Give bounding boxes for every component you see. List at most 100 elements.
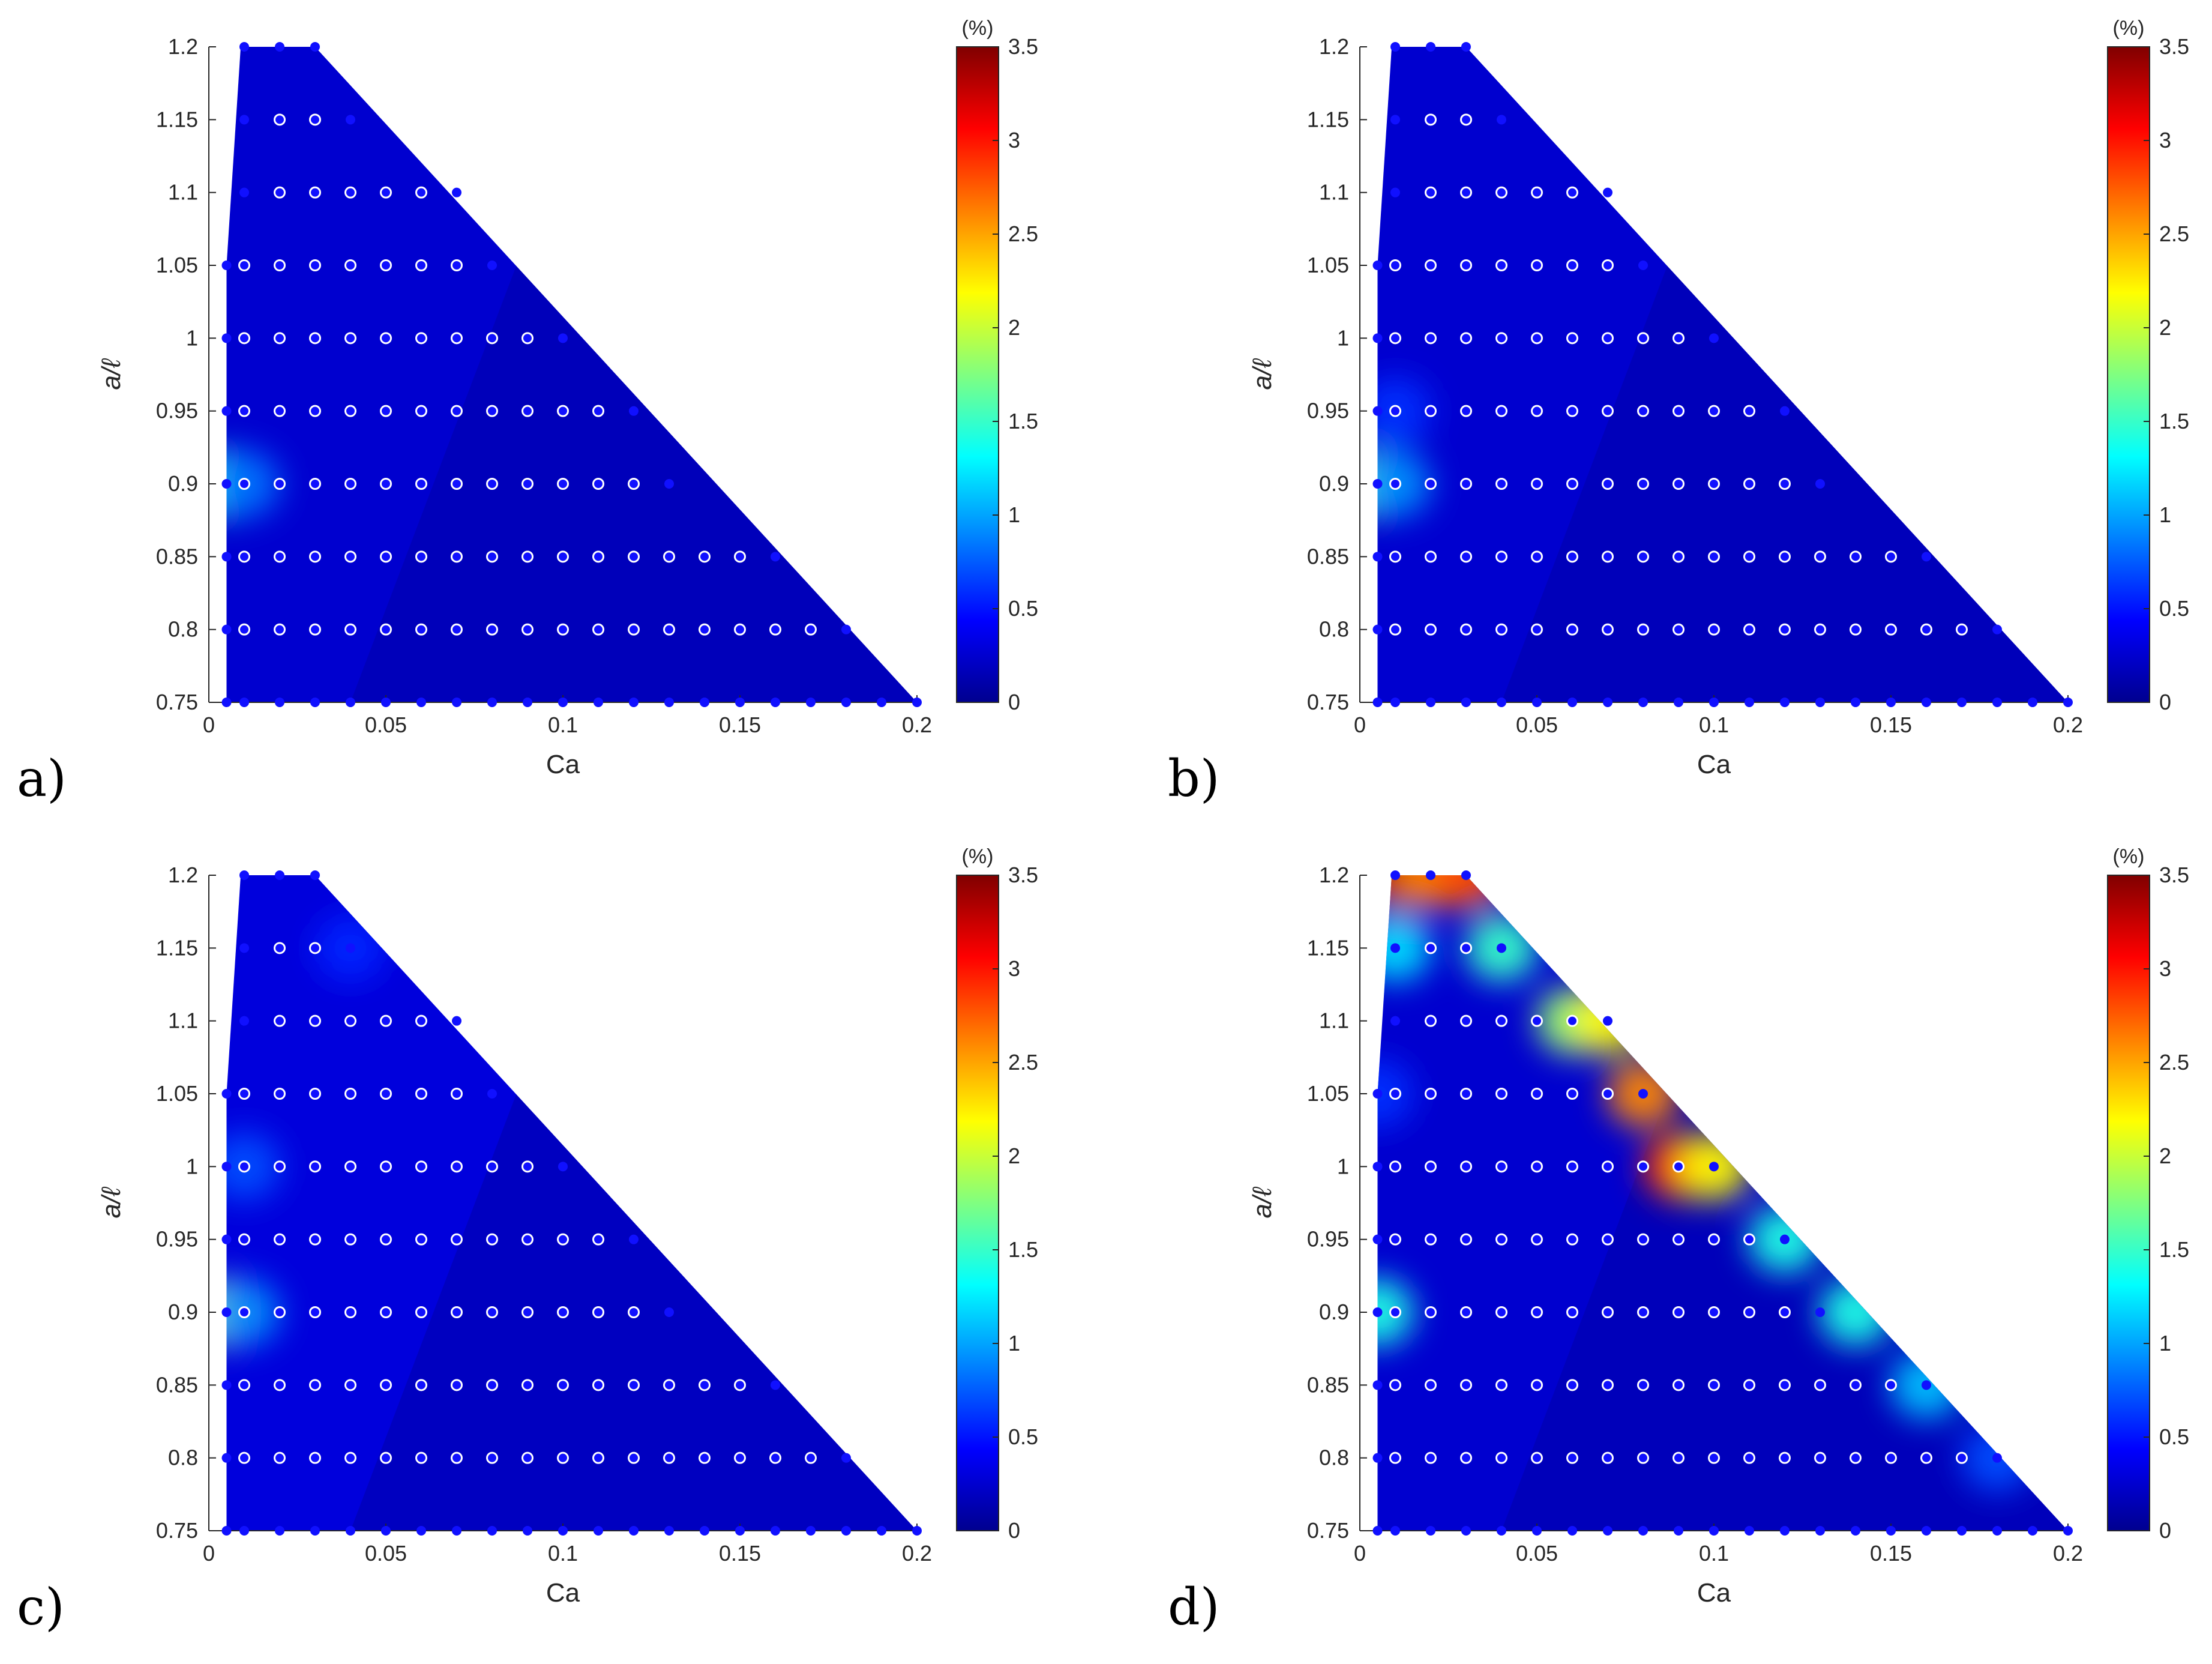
data-point [2028,1526,2037,1536]
colorbar-unit: (%) [2113,845,2145,868]
data-point [1372,552,1383,562]
data-point-hollow [1460,332,1472,345]
data-point [1372,1453,1383,1463]
data-point [1922,698,1931,707]
data-point-hollow [309,1451,321,1464]
data-point [346,115,355,125]
colorbar-tick-label: 0 [2159,1518,2171,1543]
data-point-hollow [309,259,321,271]
data-point-hollow [1673,405,1685,417]
data-point-hollow [309,332,321,345]
data-point [629,1234,639,1244]
x-tick-label: 0.1 [548,713,578,737]
data-point [1922,1526,1931,1536]
data-point [1497,1526,1506,1536]
y-tick-label: 1.2 [1319,863,1349,887]
colorbar-tick-label: 2 [1008,1144,1020,1168]
y-tick-label: 1.2 [1319,34,1349,59]
data-point-hollow [1425,623,1437,636]
data-point-hollow [238,1160,250,1173]
data-point-hollow [344,405,356,417]
data-point-hollow [274,1379,286,1391]
data-point-hollow [1602,405,1614,417]
data-point-hollow [380,332,392,345]
colorbar-tick-label: 3.5 [1008,34,1038,59]
colorbar-tick-label: 1.5 [2159,1237,2189,1262]
data-point-hollow [628,478,640,490]
data-point-hollow [274,1088,286,1100]
data-point-hollow [1602,1088,1614,1100]
data-point [735,1526,745,1536]
data-point-hollow [309,623,321,636]
colorbar-tick-label: 2.5 [1008,222,1038,246]
data-point-hollow [1743,1233,1755,1246]
data-point-hollow [1495,405,1507,417]
x-tick-label: 0.1 [1699,1541,1729,1566]
data-point [841,1526,851,1536]
data-point-hollow [415,1088,427,1100]
heatmap-field [226,875,917,1531]
data-point-hollow [238,1379,250,1391]
y-tick-label: 1 [1337,1154,1349,1178]
y-tick-label: 1.15 [156,935,198,960]
colorbar-tick-label: 0.5 [2159,1424,2189,1449]
y-tick-label: 0.95 [1307,1227,1349,1252]
data-point [1426,870,1435,880]
data-point-hollow [274,1451,286,1464]
data-point-hollow [1885,623,1897,636]
data-point-hollow [1389,259,1401,271]
data-point-hollow [592,1306,604,1318]
data-point [1745,698,1754,707]
data-point-hollow [1637,1306,1649,1318]
data-point [771,1380,780,1390]
data-point-hollow [805,1451,817,1464]
y-tick-label: 0.85 [1307,544,1349,568]
data-point-hollow [1425,1014,1437,1027]
panel-letter: a) [17,749,67,808]
data-point [310,698,320,707]
data-point-hollow [663,1451,675,1464]
data-point [1567,1526,1577,1536]
data-point-hollow [238,259,250,271]
data-point-hollow [1566,1379,1578,1391]
data-point-hollow [1495,1160,1507,1173]
data-point-hollow [1814,1379,1826,1391]
data-point-hollow [1389,1379,1401,1391]
data-point [558,333,568,343]
data-point [1532,698,1542,707]
x-tick-label: 0 [1354,1541,1366,1566]
data-point [1992,698,2002,707]
colorbar [956,875,999,1531]
data-point-hollow [628,1451,640,1464]
y-tick-label: 0.8 [168,1445,198,1470]
data-point-hollow [1495,478,1507,490]
data-point-hollow [557,405,569,417]
heatmap-low-region [1501,236,2068,702]
data-point-hollow [521,550,533,563]
data-point-hollow [1743,623,1755,636]
data-point-hollow [1389,332,1401,345]
data-point [629,406,639,416]
data-point [1992,624,2002,635]
x-tick-label: 0.15 [1870,1541,1912,1566]
data-point-hollow [769,623,781,636]
data-point-hollow [1495,623,1507,636]
data-point-hollow [380,1451,392,1464]
data-point [664,479,674,489]
x-tick-label: 0.2 [902,713,932,737]
data-point [239,698,249,707]
data-point [1957,1526,1967,1536]
data-point [1461,1526,1471,1536]
y-tick-label: 1.15 [156,107,198,131]
data-point-hollow [1495,1233,1507,1246]
data-point [1372,261,1383,270]
data-point [346,943,355,953]
data-point [1638,1089,1648,1099]
data-point-hollow [1708,478,1720,490]
y-axis-label: a/ℓ [1248,358,1277,390]
data-point-hollow [415,1014,427,1027]
x-tick-label: 0 [203,713,215,737]
data-point-hollow [1389,550,1401,563]
colorbar-tick-label: 0 [1008,690,1020,714]
